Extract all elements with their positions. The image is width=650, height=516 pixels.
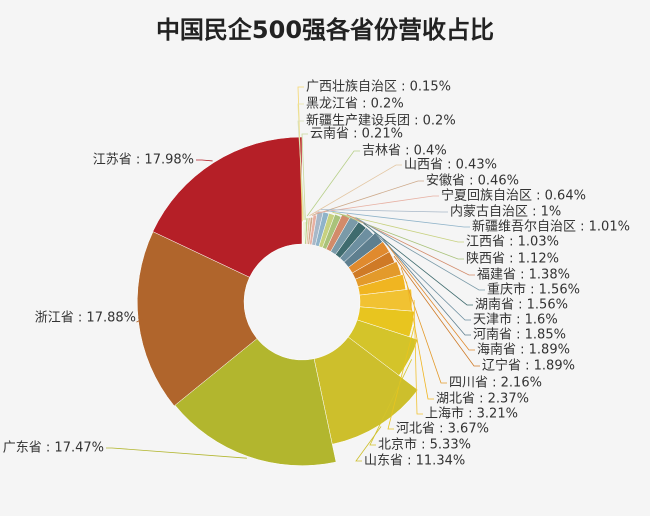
leader-line: [371, 229, 471, 321]
slice-label: 四川省 : 2.16%: [449, 376, 542, 391]
page-title: 中国民企500强各省份营收占比: [155, 16, 495, 44]
leader-line: [369, 359, 413, 446]
slice-label: 北京市 : 5.33%: [378, 437, 471, 453]
slice-label: 广东省 : 17.47%: [3, 441, 104, 456]
leader-line: [315, 195, 439, 214]
slice-label: 天津市 : 1.6%: [473, 312, 558, 328]
slice-label: 新疆维吾尔自治区 : 1.01%: [472, 219, 630, 235]
slice-label: 河南省 : 1.85%: [473, 327, 566, 343]
leader-line: [355, 217, 485, 291]
slice-label: 上海市 : 3.21%: [425, 406, 518, 422]
slice-label: 江西省 : 1.03%: [466, 235, 559, 250]
leader-line: [297, 120, 305, 221]
leader-line: [106, 447, 247, 459]
slice-label: 山西省 : 0.43%: [404, 158, 497, 173]
slice-label: 吉林省 : 0.4%: [362, 144, 447, 159]
leader-line: [387, 324, 416, 430]
pie-slice: [152, 136, 303, 278]
slice-label: 陕西省 : 1.12%: [466, 252, 559, 267]
slice-label: 江苏省 : 17.98%: [93, 152, 194, 168]
pie-slice: [174, 338, 337, 466]
slice-label: 广西壮族自治区 : 0.15%: [306, 79, 451, 95]
leader-line: [413, 299, 423, 415]
slice-label: 云南省 : 0.21%: [310, 126, 403, 142]
leader-line: [320, 209, 448, 213]
slice-label: 浙江省 : 17.88%: [35, 311, 136, 326]
leader-line: [387, 245, 475, 351]
slice-label: 安徽省 : 0.46%: [426, 174, 519, 189]
slice-label: 海南省 : 1.89%: [477, 342, 570, 358]
leader-line: [355, 426, 382, 462]
leader-line: [338, 213, 464, 260]
leader-line: [311, 180, 424, 216]
leader-line: [363, 222, 473, 306]
leader-line: [306, 150, 360, 217]
leader-line: [301, 133, 308, 220]
slice-label: 福建省 : 1.38%: [477, 268, 570, 283]
slice-label: 内蒙古自治区 : 1%: [450, 204, 561, 220]
slice-label: 辽宁省 : 1.89%: [482, 358, 575, 374]
slice-label: 湖北省 : 2.37%: [436, 392, 529, 407]
leader-line: [196, 159, 213, 162]
slice-label: 山东省 : 11.34%: [364, 454, 465, 469]
leader-line: [346, 214, 475, 276]
leader-line: [332, 211, 464, 243]
leader-line: [136, 317, 145, 323]
slice-label: 新疆生产建设兵团 : 0.2%: [306, 113, 456, 129]
slice-label: 重庆市 : 1.56%: [487, 282, 580, 298]
leader-line: [380, 235, 471, 336]
leader-line: [309, 164, 402, 216]
leader-line: [406, 281, 434, 400]
slice-label: 黑龙江省 : 0.2%: [306, 97, 404, 112]
pie-slice: [137, 231, 258, 407]
slice-label: 宁夏回族自治区 : 0.64%: [441, 188, 586, 204]
leader-line: [393, 255, 480, 367]
slice-label: 湖南省 : 1.56%: [475, 297, 568, 313]
slice-label: 河北省 : 3.67%: [396, 422, 489, 437]
leader-line: [326, 210, 470, 228]
